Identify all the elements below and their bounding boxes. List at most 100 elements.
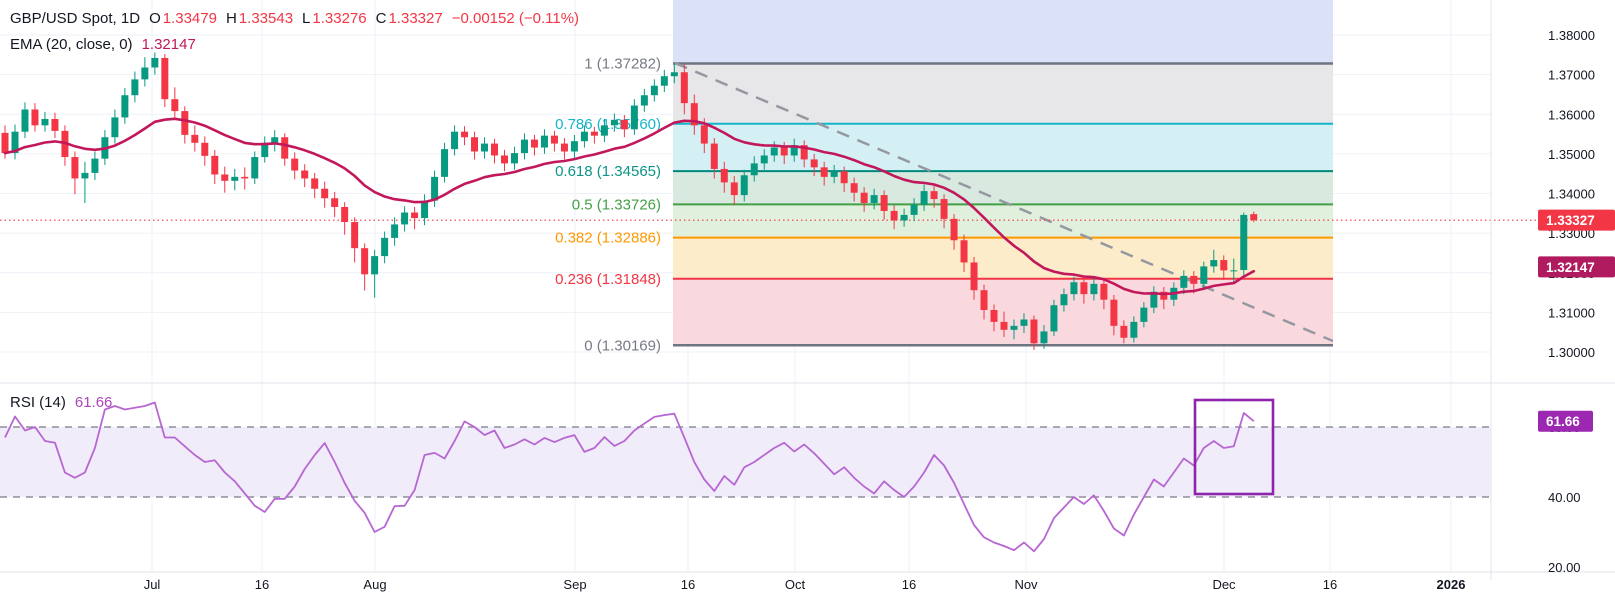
candle-body bbox=[550, 135, 558, 144]
candle-body bbox=[141, 67, 149, 80]
fib-band bbox=[673, 171, 1333, 205]
rsi-value-badge: 61.66 bbox=[1538, 410, 1593, 432]
ema-line[interactable] bbox=[3, 117, 1256, 296]
candle-body bbox=[880, 195, 888, 211]
fib-level-label: 0.5 (1.33726) bbox=[572, 196, 661, 213]
candle-body bbox=[840, 171, 848, 184]
candle-body bbox=[251, 157, 259, 179]
candle-body bbox=[1080, 282, 1088, 295]
time-axis-label: Aug bbox=[363, 577, 386, 592]
candle-body bbox=[930, 191, 938, 200]
candles[interactable] bbox=[1, 52, 1258, 351]
rsi-line[interactable] bbox=[4, 401, 1255, 553]
candle-body bbox=[301, 170, 309, 179]
candle-body bbox=[1120, 325, 1128, 338]
candle-body bbox=[1200, 266, 1208, 284]
candle-body bbox=[940, 199, 948, 219]
current-price-badge-text: 1.33327 bbox=[1546, 213, 1595, 228]
price-axis-label: 1.34000 bbox=[1548, 187, 1595, 202]
ohlc-high: H 1.33543 bbox=[225, 10, 294, 27]
ema-line-group[interactable] bbox=[3, 117, 1256, 296]
time-axis-label: 16 bbox=[681, 577, 695, 592]
fib-retracement[interactable]: 1 (1.37282) 0.786 (1.35760) 0.618 (1.34565… bbox=[555, 0, 1333, 354]
candle-body bbox=[980, 290, 988, 310]
candle-body bbox=[920, 191, 928, 205]
time-axis-label: 16 bbox=[902, 577, 916, 592]
candle-body bbox=[401, 212, 409, 225]
candle-body bbox=[530, 139, 538, 148]
candle-body bbox=[970, 262, 978, 291]
candle-body bbox=[11, 131, 19, 154]
trend-line[interactable] bbox=[674, 61, 1334, 343]
candle-body bbox=[241, 176, 249, 179]
ema-legend: EMA (20, close, 0) 1.32147 bbox=[10, 36, 196, 53]
ema-label[interactable]: EMA (20, close, 0) bbox=[10, 36, 133, 53]
candle-body bbox=[181, 111, 189, 135]
ohlc-open: O 1.33479 bbox=[149, 10, 217, 27]
candle-body bbox=[321, 188, 329, 199]
price-axis-label: 1.30000 bbox=[1548, 345, 1595, 360]
candle-body bbox=[431, 176, 439, 201]
candle-body bbox=[411, 212, 419, 219]
ohlc-close: C 1.33327 bbox=[375, 10, 443, 27]
time-axis[interactable]: Jul 16 Aug Sep 16 Oct 16 Nov Dec 16 2026 bbox=[144, 577, 1466, 592]
fib-level-label: 0.618 (1.34565) bbox=[555, 163, 661, 180]
rsi-pane[interactable] bbox=[0, 398, 1491, 553]
candle-body bbox=[720, 168, 728, 183]
current-price-badge: 1.33327 bbox=[1538, 209, 1615, 231]
candle-body bbox=[670, 72, 678, 77]
fib-level-label: 0.786 (1.35760) bbox=[555, 116, 661, 133]
time-axis-label: Nov bbox=[1014, 577, 1038, 592]
candle-body bbox=[311, 178, 319, 189]
candle-body bbox=[960, 240, 968, 263]
candle-body bbox=[1190, 275, 1198, 284]
rsi-axis-label: 20.00 bbox=[1548, 560, 1581, 575]
candle-body bbox=[1230, 270, 1238, 272]
trend-line-group[interactable] bbox=[674, 61, 1334, 343]
candle-body bbox=[520, 139, 528, 154]
candle-body bbox=[950, 218, 958, 241]
candle-body bbox=[610, 119, 618, 126]
rsi-value-badge-bg bbox=[1538, 410, 1593, 432]
rsi-label[interactable]: RSI (14) bbox=[10, 394, 66, 411]
candle-body bbox=[1040, 331, 1048, 344]
candle-body bbox=[21, 109, 29, 132]
candle-body bbox=[41, 119, 49, 126]
candle-body bbox=[600, 125, 608, 136]
change-value: −0.00152 (−0.11%) bbox=[451, 10, 580, 27]
candle-body bbox=[131, 79, 139, 96]
price-axis[interactable]: 1.380001.370001.360001.350001.340001.330… bbox=[1548, 28, 1595, 360]
candle-body bbox=[800, 145, 808, 160]
candle-body bbox=[91, 158, 99, 173]
candle-body bbox=[1, 132, 9, 154]
candle-body bbox=[780, 147, 788, 156]
candle-body bbox=[231, 176, 239, 181]
candle-body bbox=[1180, 275, 1188, 288]
candle-body bbox=[1220, 260, 1228, 271]
current-price-badge-bg bbox=[1538, 209, 1615, 231]
symbol-title[interactable]: GBP/USD Spot, 1D bbox=[10, 10, 141, 27]
candle-body bbox=[31, 109, 39, 126]
time-axis-label: Jul bbox=[144, 577, 161, 592]
candle-body bbox=[620, 119, 628, 130]
candle-body bbox=[171, 99, 179, 112]
candle-body bbox=[770, 147, 778, 156]
candle-body bbox=[1130, 321, 1138, 338]
candle-body bbox=[361, 248, 369, 275]
candle-body bbox=[750, 163, 758, 176]
candle-body bbox=[261, 142, 269, 158]
candle-body bbox=[351, 222, 359, 249]
rsi-highlight-box[interactable] bbox=[1193, 398, 1275, 496]
candle-body bbox=[1140, 307, 1148, 322]
candle-body bbox=[451, 131, 459, 150]
rsi-value-badge-text: 61.66 bbox=[1546, 414, 1580, 429]
candle-body bbox=[221, 174, 229, 181]
candle-body bbox=[1090, 283, 1098, 295]
candle-body bbox=[990, 309, 998, 322]
price-axis-label: 1.37000 bbox=[1548, 68, 1595, 83]
candle-body bbox=[870, 195, 878, 204]
time-axis-label: 16 bbox=[255, 577, 269, 592]
